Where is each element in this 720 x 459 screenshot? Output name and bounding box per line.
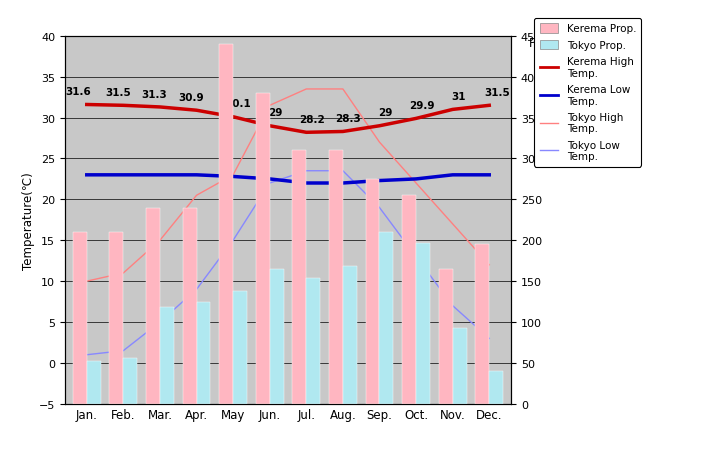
Bar xyxy=(366,179,379,404)
Bar xyxy=(123,358,138,404)
Bar xyxy=(343,267,357,404)
Bar xyxy=(292,151,306,404)
Legend: Kerema Prop., Tokyo Prop., Kerema High
Temp., Kerema Low
Temp., Tokyo High
Temp.: Kerema Prop., Tokyo Prop., Kerema High T… xyxy=(534,19,642,167)
Bar xyxy=(146,208,160,404)
Bar xyxy=(416,243,430,404)
Bar xyxy=(73,233,86,404)
Text: 31: 31 xyxy=(451,92,465,102)
Bar xyxy=(160,308,174,404)
Text: 31.5: 31.5 xyxy=(105,88,130,98)
Text: 31.6: 31.6 xyxy=(66,87,91,97)
Bar xyxy=(329,151,343,404)
Text: 28.2: 28.2 xyxy=(299,115,325,125)
Text: 31.3: 31.3 xyxy=(142,90,167,100)
Bar xyxy=(453,328,467,404)
Text: Precipitation（mm）: Precipitation（mm） xyxy=(529,37,640,50)
Text: 28.3: 28.3 xyxy=(336,114,361,124)
Text: 29.9: 29.9 xyxy=(409,101,434,111)
Text: 29: 29 xyxy=(268,108,282,118)
Bar xyxy=(270,269,284,404)
Bar xyxy=(183,208,197,404)
Text: 30.1: 30.1 xyxy=(226,99,251,109)
Bar xyxy=(109,233,123,404)
Bar xyxy=(86,362,101,404)
Text: 31.5: 31.5 xyxy=(485,88,510,98)
Bar xyxy=(219,45,233,404)
Text: 30.9: 30.9 xyxy=(178,93,204,103)
Bar xyxy=(306,278,320,404)
Bar xyxy=(402,196,416,404)
Bar xyxy=(438,269,453,404)
Bar xyxy=(197,302,210,404)
Bar xyxy=(256,94,270,404)
Text: 29: 29 xyxy=(378,108,392,118)
Bar xyxy=(233,291,247,404)
Bar xyxy=(490,371,503,404)
Bar xyxy=(379,233,393,404)
Y-axis label: Temperature(℃): Temperature(℃) xyxy=(22,172,35,269)
Bar xyxy=(475,245,490,404)
